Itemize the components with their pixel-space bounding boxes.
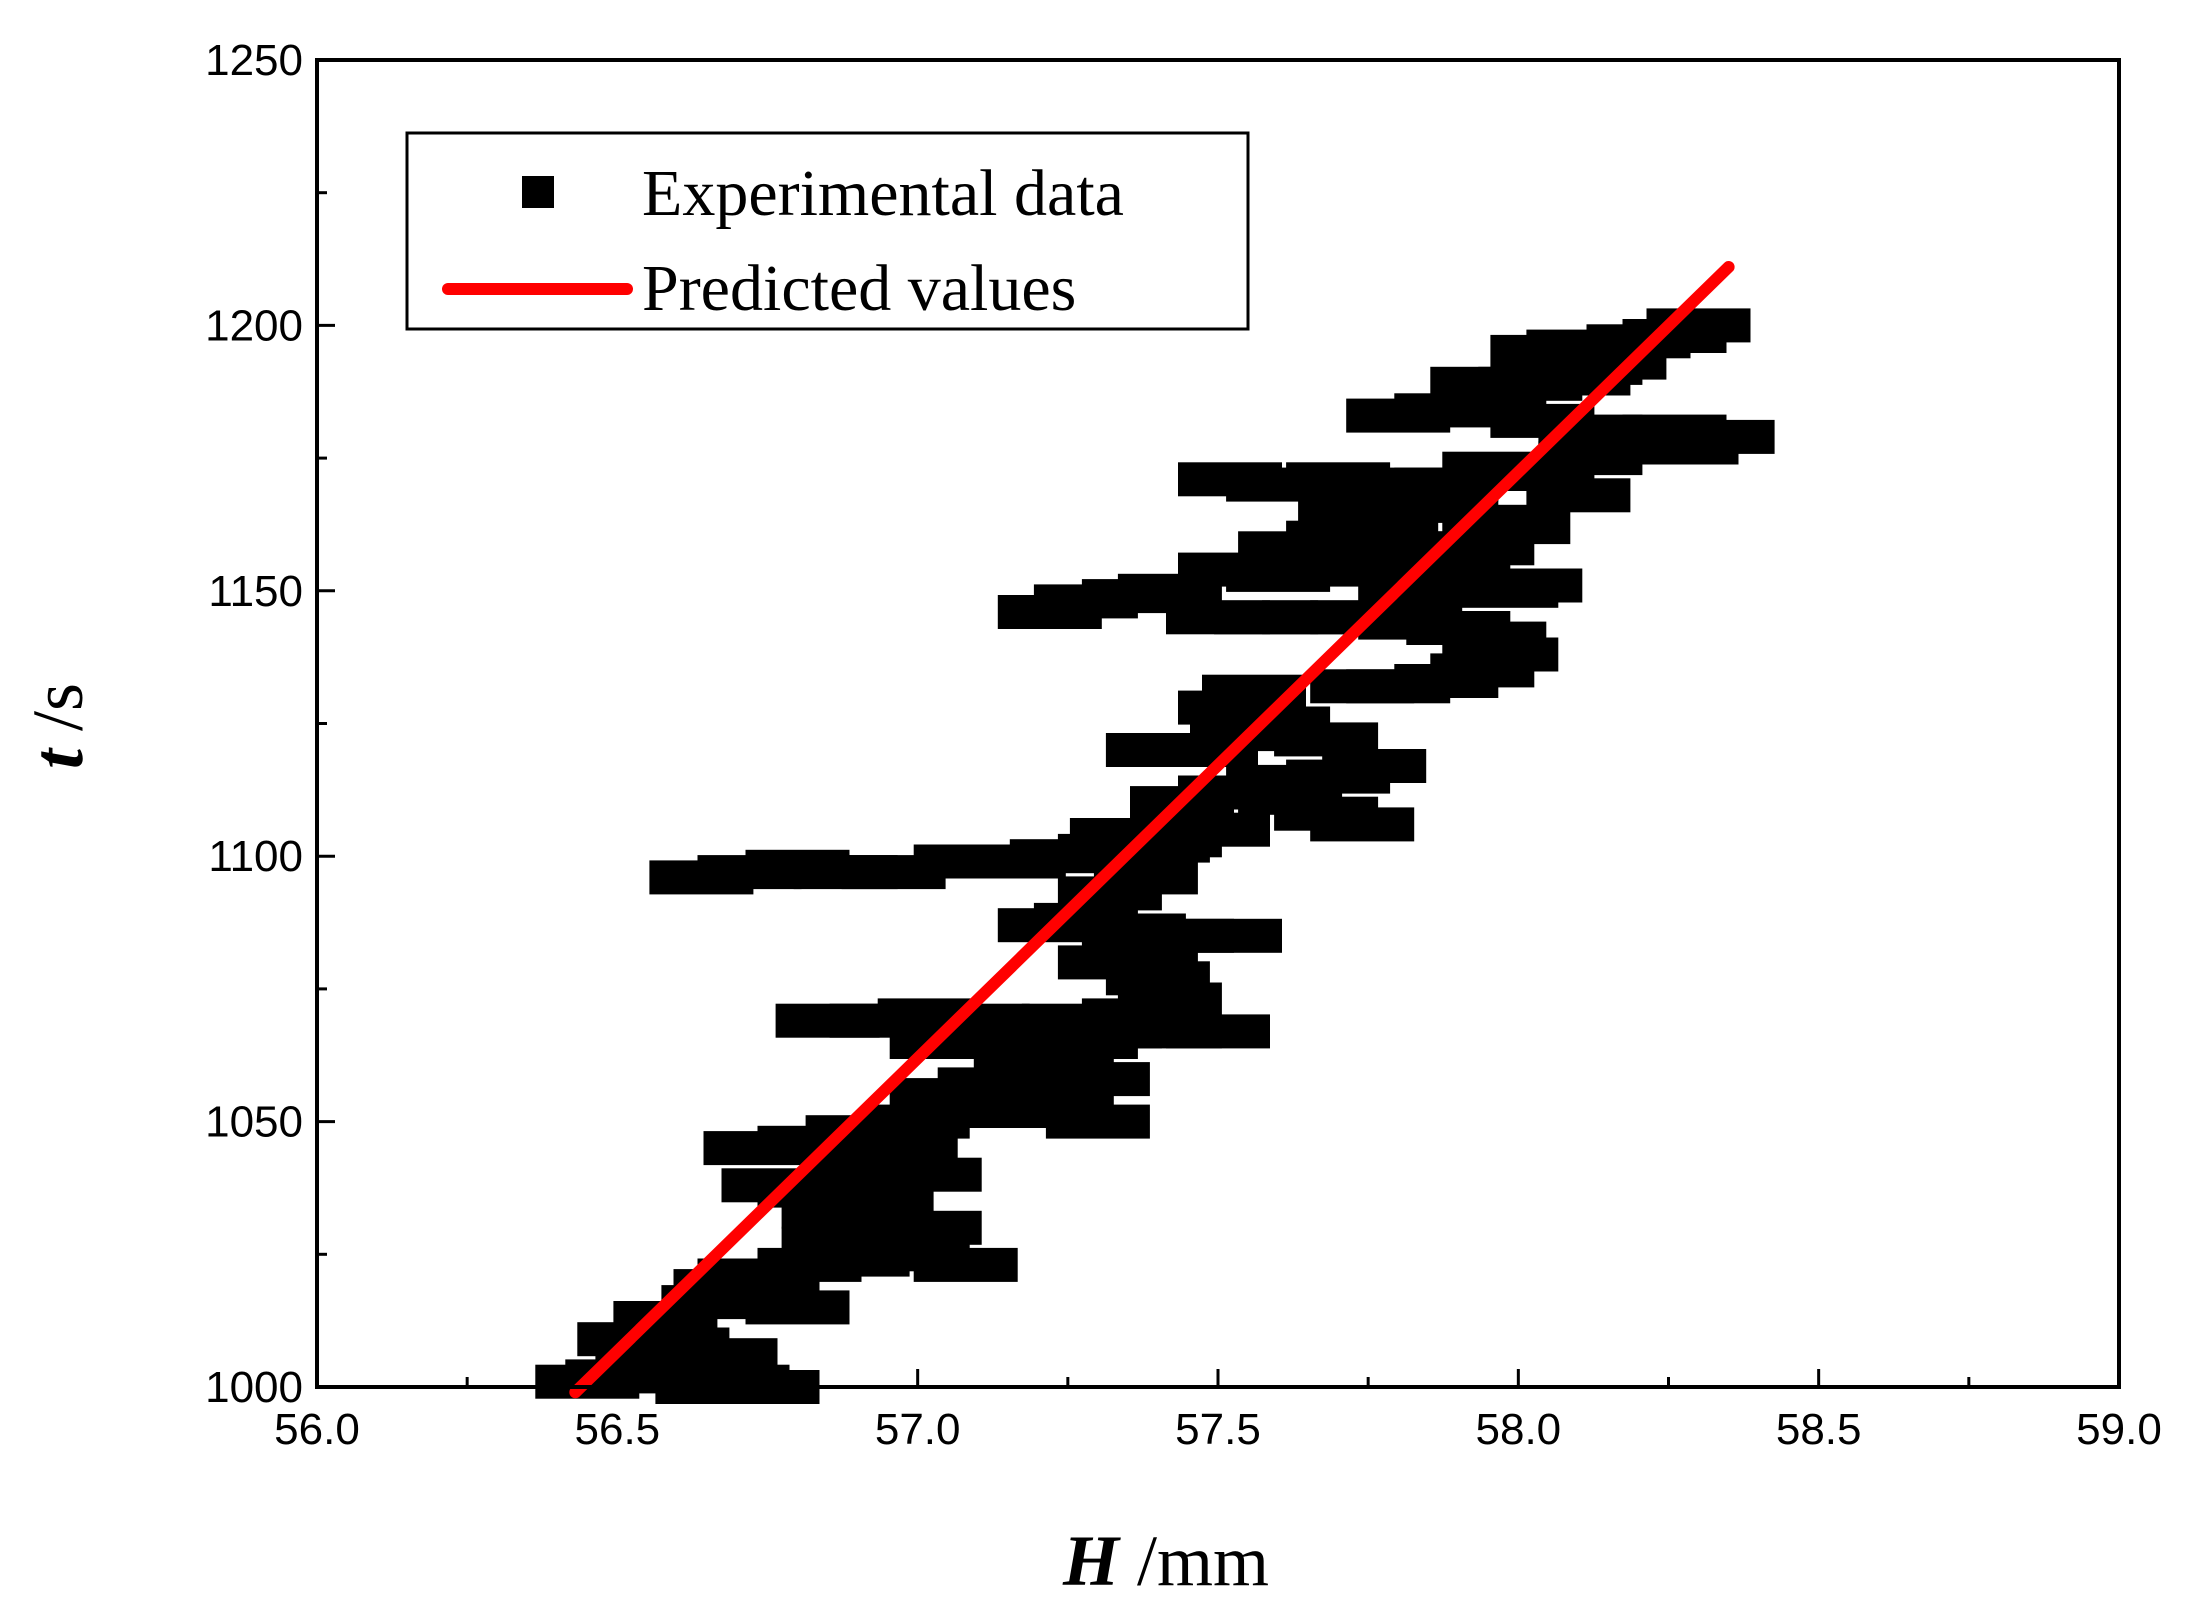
predicted-line	[569, 261, 1735, 1399]
x-tick-label: 57.0	[875, 1405, 961, 1454]
y-tick-label: 1200	[205, 301, 303, 350]
x-tick-label: 58.0	[1476, 1405, 1562, 1454]
y-tick-label: 1100	[208, 832, 303, 881]
x-axis-symbol: H	[1062, 1521, 1121, 1600]
y-tick-label: 1250	[205, 36, 303, 85]
data-point	[1045, 1104, 1150, 1139]
x-axis-title: H /mm	[1062, 1521, 1269, 1600]
y-tick-label: 1000	[205, 1363, 303, 1412]
legend-box	[405, 131, 1250, 331]
legend-label-experimental: Experimental data	[642, 157, 1124, 230]
y-axis-unit: /s	[18, 683, 98, 749]
y-axis-title: t /s	[18, 683, 98, 769]
x-axis-unit: /mm	[1119, 1521, 1269, 1600]
y-tick-label: 1150	[208, 567, 303, 616]
y-axis-symbol: t	[18, 747, 98, 769]
legend: Experimental data Predicted values	[405, 131, 1250, 331]
data-point	[877, 1210, 982, 1245]
data-point	[1322, 749, 1427, 783]
x-tick-label: 56.5	[575, 1405, 661, 1454]
legend-marker-experimental	[522, 176, 554, 208]
y-axis: 1000 1050 1100 1150 1200 1250	[205, 36, 335, 1412]
experimental-data-layer	[535, 308, 1775, 1404]
data-point	[1478, 568, 1583, 603]
data-point	[673, 1338, 778, 1373]
x-tick-label: 56.0	[274, 1405, 360, 1454]
data-point	[1622, 414, 1727, 449]
data-point	[1526, 478, 1631, 513]
data-point	[1466, 510, 1571, 545]
data-point	[913, 1247, 1018, 1282]
predicted-line-layer	[569, 261, 1735, 1399]
x-axis: 56.0 56.5 57.0 57.5 58.0 58.5 59.0	[274, 1369, 2162, 1454]
x-tick-label: 59.0	[2076, 1405, 2162, 1454]
x-tick-label: 58.5	[1776, 1405, 1862, 1454]
data-point	[1081, 913, 1186, 948]
y-tick-label: 1050	[205, 1098, 303, 1147]
data-point	[1178, 918, 1282, 953]
legend-label-predicted: Predicted values	[642, 252, 1076, 325]
x-tick-label: 57.5	[1175, 1405, 1261, 1454]
data-point	[1310, 669, 1415, 704]
